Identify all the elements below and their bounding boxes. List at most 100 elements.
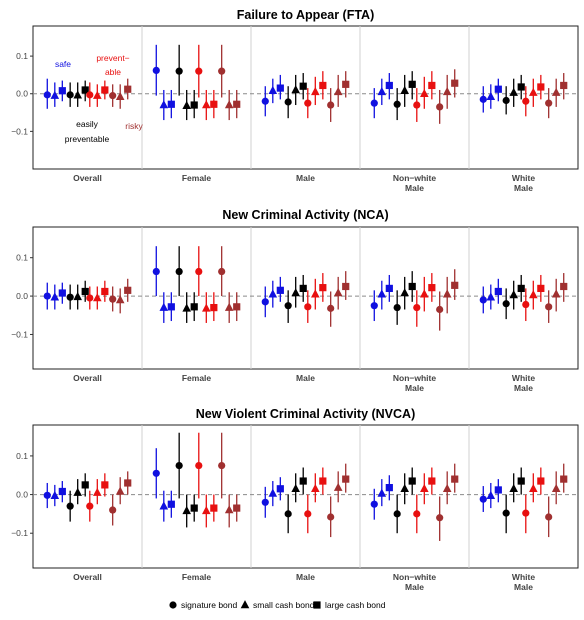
annotation-preventable: able <box>105 67 121 77</box>
panel-1: Failure to Appear (FTA) 0.1 0.0 −0.1 Overall… <box>11 8 579 193</box>
y-tick-label: 0.0 <box>16 89 28 99</box>
point-circle <box>43 292 51 300</box>
point-square <box>560 475 568 483</box>
point-circle <box>436 514 444 522</box>
point-circle <box>175 267 183 276</box>
y-tick-label: 0.0 <box>16 490 28 500</box>
point-circle <box>370 500 378 508</box>
point-square <box>210 100 218 108</box>
point-circle <box>218 461 226 470</box>
point-triangle <box>224 100 234 109</box>
point-square <box>428 81 436 90</box>
point-triangle <box>486 91 496 101</box>
point-square <box>537 284 545 293</box>
point-triangle <box>377 488 387 497</box>
point-triangle <box>400 288 409 297</box>
point-triangle <box>509 87 518 96</box>
point-square <box>342 80 350 88</box>
point-square <box>299 284 307 293</box>
point-circle <box>413 510 421 518</box>
point-circle <box>327 101 335 109</box>
group-label: White <box>512 572 535 582</box>
point-circle <box>413 303 421 312</box>
point-circle <box>261 298 269 306</box>
point-square <box>190 101 198 109</box>
group-label: Male <box>405 383 424 393</box>
point-triangle <box>291 288 300 297</box>
panel-2: New Criminal Activity (NCA) 0.1 0.0 −0.1 Ove… <box>11 208 579 393</box>
group-label: Male <box>296 173 315 183</box>
point-square <box>319 81 327 90</box>
point-square <box>101 481 109 489</box>
legend: signature bond small cash bond large cash … <box>169 600 386 610</box>
point-triangle <box>268 488 278 497</box>
group-label: Female <box>182 572 212 582</box>
point-triangle <box>93 293 102 302</box>
group-label: Male <box>296 572 315 582</box>
point-circle <box>370 99 378 107</box>
point-circle <box>152 267 160 276</box>
legend-marker-circle <box>169 601 177 609</box>
point-circle <box>152 66 160 75</box>
point-circle <box>327 304 335 312</box>
point-triangle <box>400 85 409 95</box>
point-square <box>517 83 525 91</box>
legend-label: small cash bond <box>253 600 315 610</box>
point-triangle <box>420 88 429 98</box>
point-circle <box>261 97 269 105</box>
group-label: Female <box>182 173 212 183</box>
point-circle <box>284 98 292 106</box>
point-triangle <box>202 100 211 109</box>
point-triangle <box>115 486 125 495</box>
point-triangle <box>115 91 125 101</box>
point-square <box>494 85 502 93</box>
point-square <box>408 282 416 291</box>
point-triangle <box>420 289 429 298</box>
point-circle <box>522 509 530 517</box>
point-square <box>190 303 198 311</box>
point-square <box>560 282 568 291</box>
point-circle <box>195 267 203 276</box>
point-triangle <box>442 289 452 298</box>
point-triangle <box>224 505 234 514</box>
y-tick-label: −0.1 <box>11 126 28 136</box>
point-triangle <box>551 289 561 298</box>
point-square <box>233 303 241 311</box>
point-circle <box>393 303 401 312</box>
point-square <box>124 85 132 93</box>
point-square <box>451 475 459 483</box>
point-circle <box>502 509 510 517</box>
point-circle <box>86 294 94 302</box>
point-triangle <box>311 483 320 493</box>
group-label: Male <box>296 373 315 383</box>
point-triangle <box>159 100 169 109</box>
legend-marker-square <box>313 601 321 609</box>
point-square <box>124 479 132 487</box>
point-triangle <box>159 302 169 311</box>
point-circle <box>502 96 510 105</box>
group-label: Male <box>514 383 533 393</box>
point-triangle <box>182 303 191 312</box>
y-tick-label: 0.1 <box>16 451 28 461</box>
point-circle <box>304 303 312 311</box>
point-circle <box>545 513 553 521</box>
legend-label: large cash bond <box>325 600 386 610</box>
panel-3: New Violent Criminal Activity (NVCA) 0.1 0… <box>11 407 579 592</box>
annotation-easily: preventable <box>65 134 110 144</box>
point-circle <box>195 67 203 75</box>
point-triangle <box>224 302 234 311</box>
point-triangle <box>311 289 320 298</box>
point-square <box>58 87 66 95</box>
point-circle <box>436 103 444 111</box>
point-circle <box>502 300 510 308</box>
point-square <box>124 286 132 294</box>
point-triangle <box>159 501 169 510</box>
legend-label: signature bond <box>181 600 238 610</box>
point-square <box>385 284 393 293</box>
point-triangle <box>73 487 82 496</box>
point-circle <box>175 67 183 75</box>
point-square <box>81 481 89 489</box>
point-circle <box>522 97 530 105</box>
point-circle <box>370 302 378 310</box>
